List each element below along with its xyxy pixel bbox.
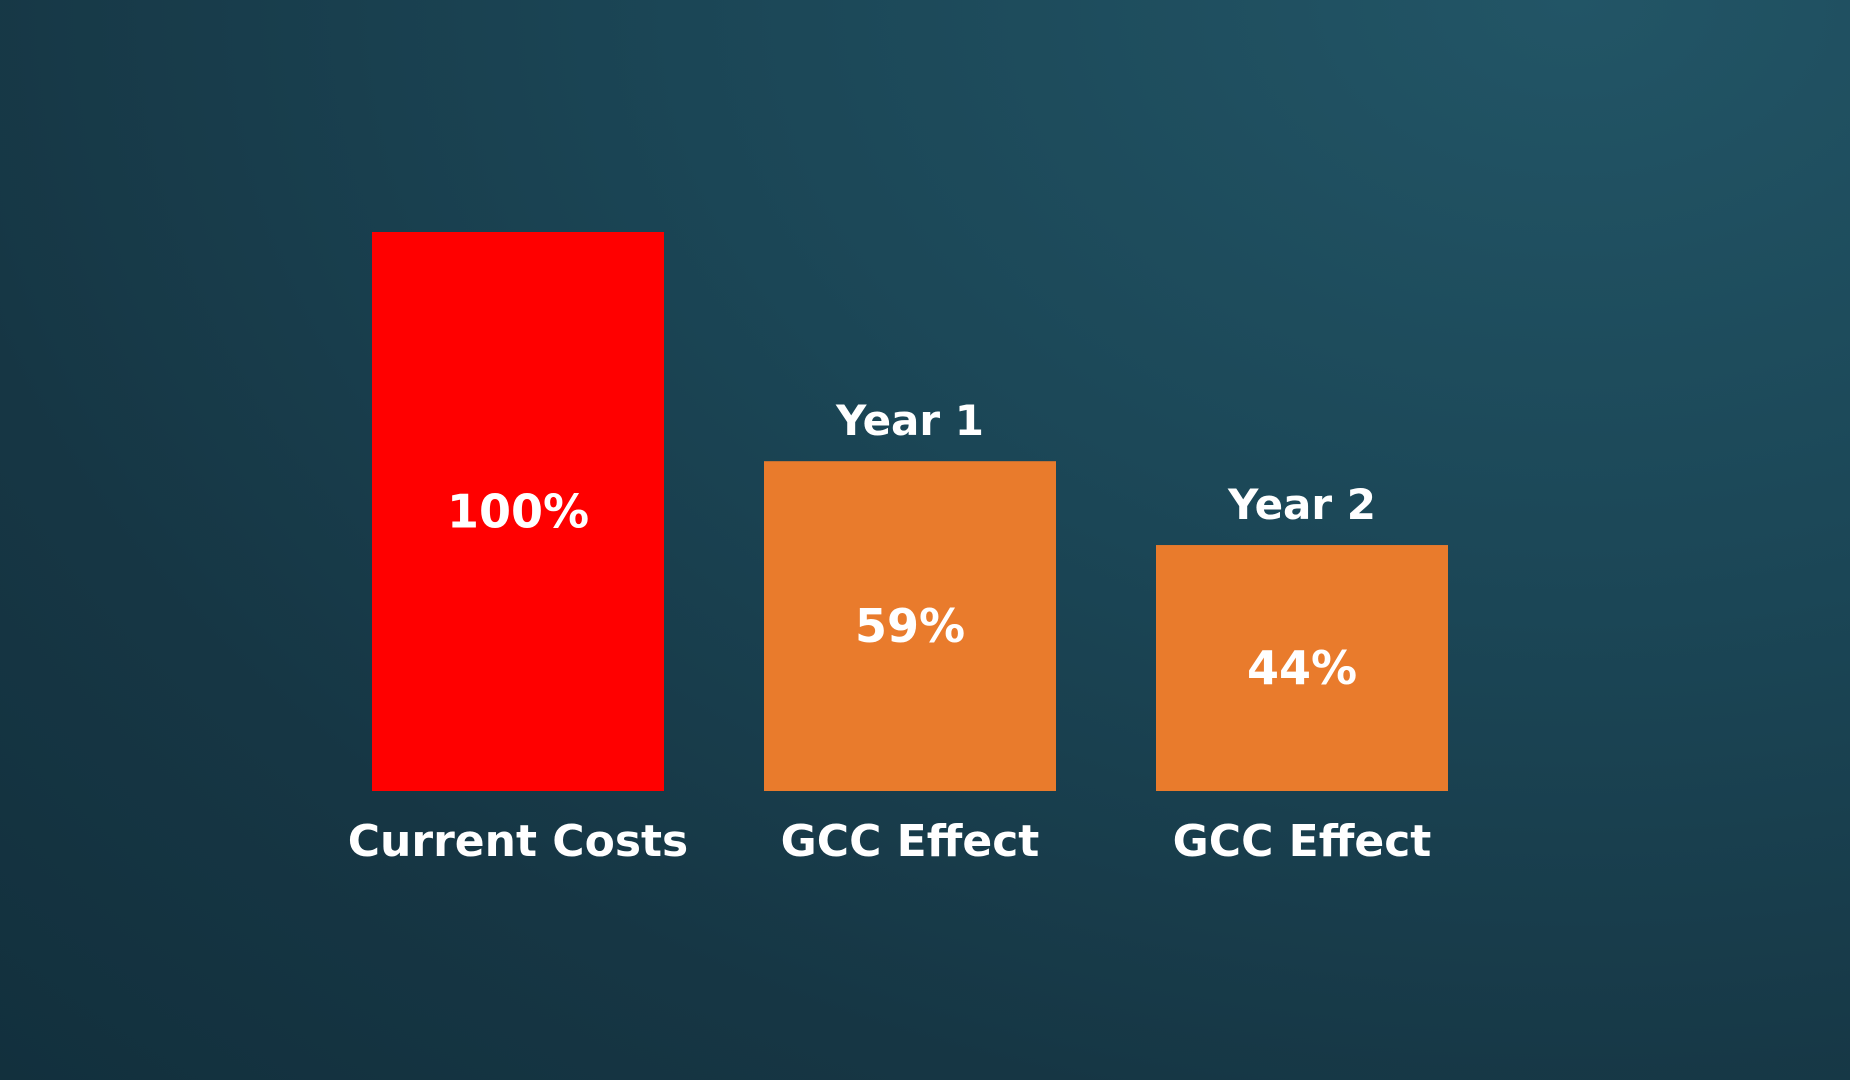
labels-group: 100% Current Costs 59% GCC Effect Year 1 44% G…	[348, 396, 1432, 867]
value-label-2: 59%	[855, 599, 965, 653]
category-label-3: GCC Effect	[1173, 816, 1432, 867]
bar-2	[764, 461, 1056, 791]
value-label-3: 44%	[1247, 641, 1357, 695]
value-label-1: 100%	[447, 485, 589, 539]
bar-3	[1156, 545, 1448, 791]
bar-1	[372, 232, 664, 791]
year-label-2: Year 1	[835, 396, 984, 445]
year-label-3: Year 2	[1227, 480, 1376, 529]
category-label-1: Current Costs	[348, 816, 688, 867]
category-label-2: GCC Effect	[781, 816, 1040, 867]
bars-group	[372, 232, 1448, 791]
